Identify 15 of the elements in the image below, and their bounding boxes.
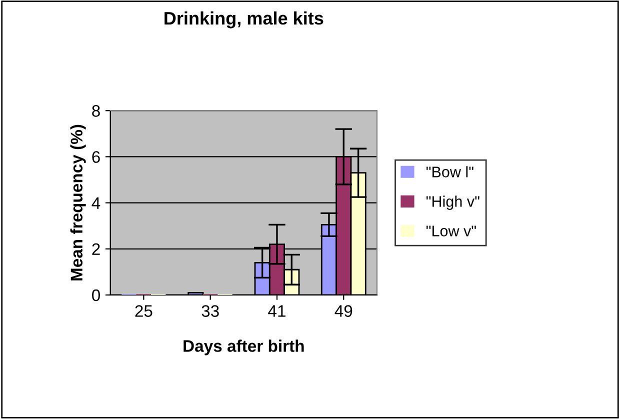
- y-tick-label: 6: [92, 151, 100, 163]
- y-tick-label: 2: [92, 243, 100, 255]
- x-tick-label: 49: [334, 305, 352, 317]
- legend-label: "High v": [426, 196, 480, 210]
- y-axis-title: Mean frequency (%): [70, 124, 86, 280]
- x-tick-label: 41: [268, 305, 286, 317]
- legend-label: "Bow l": [426, 166, 474, 178]
- chart-title: Drinking, male kits: [164, 11, 324, 28]
- y-tick-label: 0: [92, 289, 100, 302]
- x-tick-label: 33: [202, 305, 219, 317]
- x-tick-label: 25: [135, 305, 152, 317]
- legend-label: "Low v": [426, 226, 476, 236]
- y-tick-label: 4: [92, 197, 100, 209]
- x-axis-title: Days after birth: [184, 340, 304, 356]
- y-tick-label: 8: [92, 105, 100, 117]
